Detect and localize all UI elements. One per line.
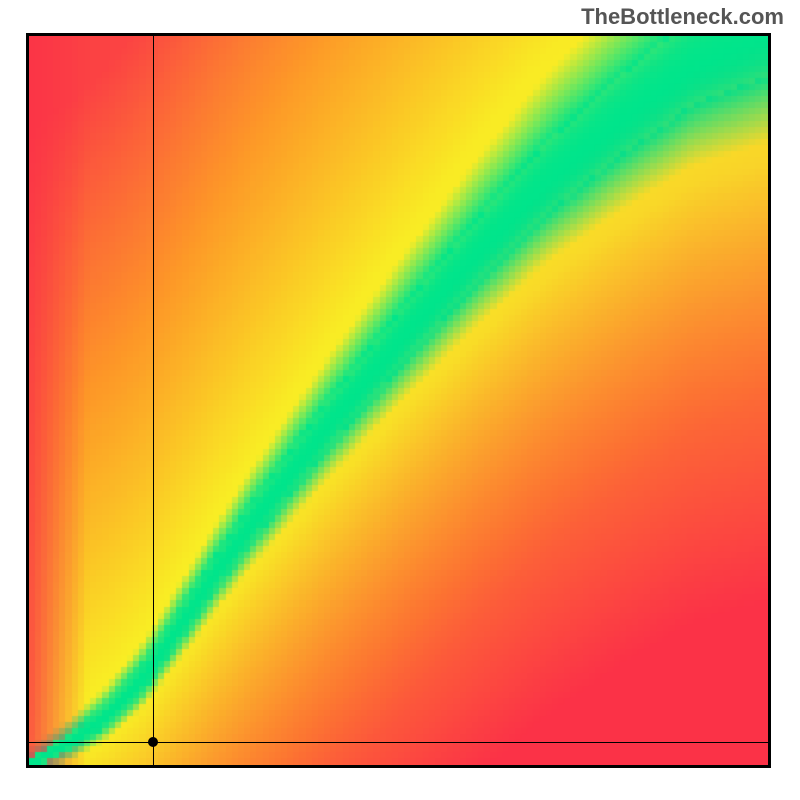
- watermark-text: TheBottleneck.com: [581, 4, 784, 30]
- chart-container: TheBottleneck.com: [0, 0, 800, 800]
- heatmap-canvas: [29, 36, 768, 765]
- plot-frame: [26, 33, 771, 768]
- crosshair-vertical: [153, 36, 154, 765]
- marker-point: [148, 737, 158, 747]
- crosshair-horizontal: [29, 742, 768, 743]
